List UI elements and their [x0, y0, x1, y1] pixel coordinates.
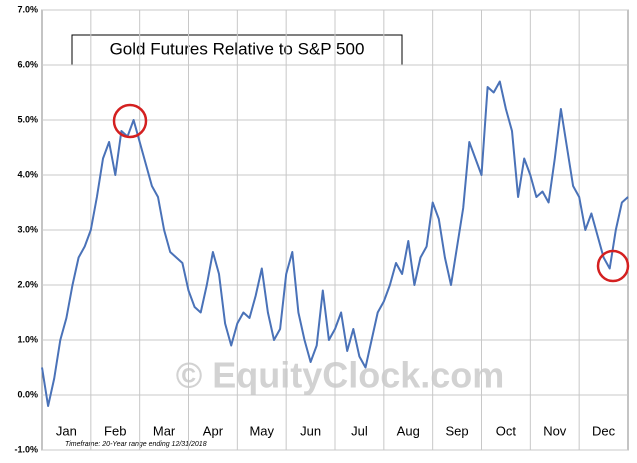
- x-tick-label: Dec: [592, 423, 616, 438]
- y-tick-label: 4.0%: [17, 169, 38, 179]
- footnote: Timeframe: 20-Year range ending 12/31/20…: [65, 441, 207, 448]
- x-tick-label: Oct: [496, 423, 517, 438]
- y-tick-label: 7.0%: [17, 4, 38, 14]
- x-tick-label: Mar: [153, 423, 176, 438]
- x-tick-label: Jun: [300, 423, 321, 438]
- data-line: [41, 80, 629, 407]
- x-tick-label: Jan: [56, 423, 77, 438]
- watermark: © EquityClock.com: [176, 355, 505, 396]
- x-tick-label: Sep: [446, 423, 469, 438]
- x-tick-label: Apr: [203, 423, 224, 438]
- x-tick-label: May: [249, 423, 274, 438]
- y-tick-label: 5.0%: [17, 114, 38, 124]
- x-tick-label: Jul: [351, 423, 368, 438]
- x-tick-label: Feb: [104, 423, 126, 438]
- y-tick-label: -1.0%: [14, 444, 38, 454]
- y-tick-label: 6.0%: [17, 59, 38, 69]
- marks: [41, 9, 629, 451]
- y-tick-label: 2.0%: [17, 279, 38, 289]
- highlight-circle: [596, 249, 630, 283]
- x-tick-label: Aug: [397, 423, 420, 438]
- y-tick-label: 1.0%: [17, 334, 38, 344]
- y-tick-label: 3.0%: [17, 224, 38, 234]
- x-tick-label: Nov: [543, 423, 567, 438]
- y-tick-label: 0.0%: [17, 389, 38, 399]
- highlight-circle: [112, 103, 148, 139]
